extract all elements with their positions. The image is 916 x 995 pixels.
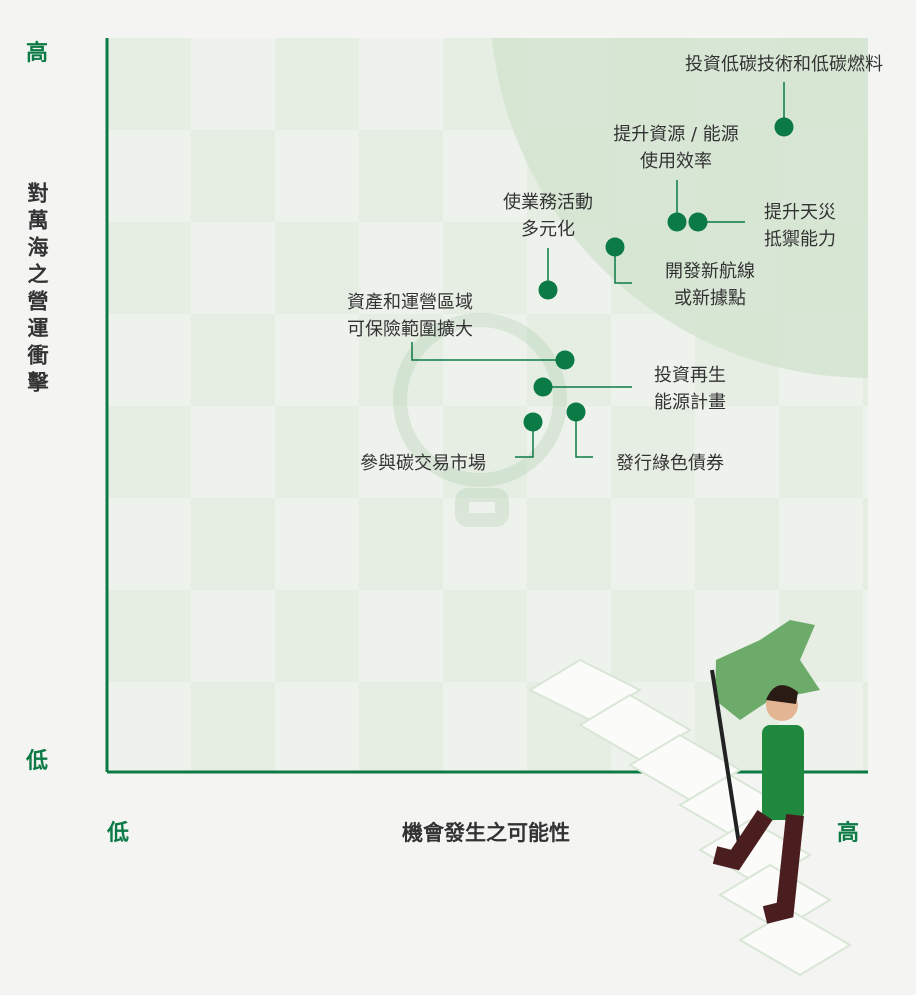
item-label: 使用效率 (640, 151, 712, 172)
item-dot (534, 378, 553, 397)
y-low: 低 (25, 749, 48, 774)
y-title: 對萬海之營運衝擊 (25, 182, 50, 398)
item-dot (606, 238, 625, 257)
item-label: 提升天災 (764, 202, 836, 223)
item-label: 提升資源 / 能源 (613, 124, 739, 145)
item-label: 可保險範圍擴大 (347, 319, 473, 340)
item-dot (524, 413, 543, 432)
item-label: 投資低碳技術和低碳燃料 (685, 54, 883, 75)
item-dot (668, 213, 687, 232)
x-high: 高 (837, 820, 859, 846)
item-label: 能源計畫 (654, 392, 726, 413)
matrix: 高 低 低 機會發生之可能性 高 對萬海之營運衝擊 投資低碳技術和低碳燃料提升資… (0, 0, 916, 995)
x-low: 低 (106, 821, 129, 846)
item-label: 多元化 (521, 219, 575, 240)
item-label: 投資再生 (654, 365, 726, 386)
item-dot (556, 351, 575, 370)
item-dot (689, 213, 708, 232)
item-dot (567, 403, 586, 422)
item-dot (539, 281, 558, 300)
item-label: 參與碳交易市場 (360, 453, 486, 474)
item-label: 使業務活動 (503, 192, 593, 213)
x-title: 機會發生之可能性 (402, 821, 570, 845)
item-label: 抵禦能力 (764, 229, 836, 250)
item-label: 資產和運營區域 (347, 292, 473, 313)
item-dot (775, 118, 794, 137)
item-label: 或新據點 (674, 288, 746, 309)
item-label: 發行綠色債券 (616, 453, 724, 474)
y-high: 高 (26, 40, 48, 66)
item-label: 開發新航線 (665, 261, 755, 282)
